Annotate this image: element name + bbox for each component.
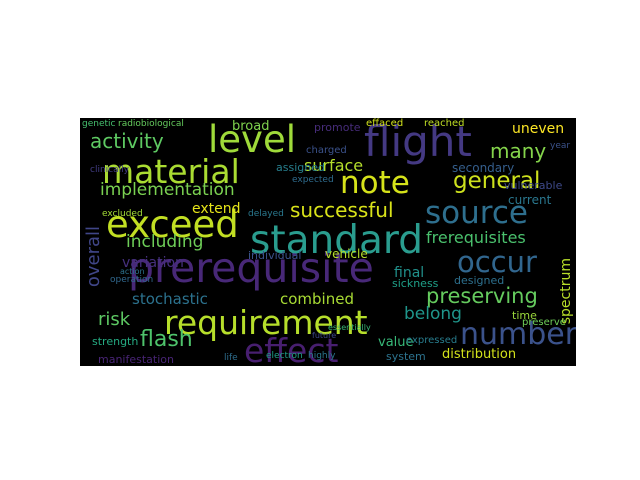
word-assigned: assigned: [276, 161, 325, 174]
word-belong: belong: [404, 304, 462, 324]
word-exceed: exceed: [106, 203, 239, 246]
word-sickness: sickness: [392, 277, 439, 290]
word-implementation: implementation: [100, 180, 235, 200]
word-highly: highly: [308, 351, 336, 361]
word-occur: occur: [457, 245, 537, 279]
word-flight: flight: [364, 118, 472, 166]
word-vehicle: vehicle: [325, 247, 368, 261]
word-frerequisites: frerequisites: [426, 228, 526, 247]
word-source: source: [425, 195, 528, 231]
word-distribution: distribution: [442, 347, 517, 362]
word-strength: strength: [92, 335, 139, 348]
word-surface: surface: [304, 156, 364, 175]
word-preserving: preserving: [426, 284, 538, 308]
word-note: note: [340, 165, 410, 201]
word-successful: successful: [290, 198, 394, 222]
word-material: material: [102, 152, 240, 191]
word-future: future: [312, 331, 337, 340]
word-clinically: clinically: [90, 165, 129, 175]
word-vulnerable: vulnerable: [504, 179, 563, 192]
word-standard: standard: [250, 218, 423, 263]
word-risk: risk: [98, 309, 131, 330]
word-stochastic: stochastic: [132, 290, 208, 308]
word-radiobiological: radiobiological: [118, 119, 184, 129]
word-expected: expected: [292, 175, 334, 185]
word-overall: overall: [83, 226, 104, 288]
word-year: year: [550, 141, 571, 151]
word-excluded: excluded: [102, 209, 143, 219]
word-combined: combined: [280, 290, 354, 308]
word-time: time: [512, 309, 537, 322]
word-activity: activity: [90, 129, 164, 153]
word-promote: promote: [314, 121, 361, 134]
word-reached: reached: [424, 118, 465, 129]
word-spectrum: spectrum: [558, 258, 574, 325]
word-preserve: preserve: [522, 317, 566, 328]
word-extend: extend: [192, 201, 241, 217]
word-operation: operation: [110, 275, 154, 285]
word-expressed: expressed: [406, 335, 458, 346]
word-delayed: delayed: [248, 209, 284, 219]
word-level: level: [208, 118, 296, 161]
word-designed: designed: [454, 274, 505, 287]
word-life: life: [224, 353, 238, 363]
word-variation: variation: [122, 255, 184, 271]
word-secondary: secondary: [452, 161, 515, 175]
word-current: current: [508, 193, 552, 207]
word-prerequisite: prerequisite: [128, 244, 374, 292]
word-action: action: [120, 267, 145, 276]
word-effect: effect: [244, 331, 339, 366]
word-effaced: effaced: [366, 118, 404, 129]
word-system: system: [386, 350, 426, 363]
word-electron: electron: [266, 351, 303, 361]
word-broad: broad: [232, 119, 270, 134]
word-genetic: genetic: [82, 119, 116, 129]
word-individual: individual: [248, 249, 302, 262]
word-essentially: essentially: [328, 323, 371, 332]
word-uneven: uneven: [512, 121, 565, 137]
word-charged: charged: [306, 145, 347, 156]
word-flash: flash: [140, 327, 193, 352]
word-cloud: prerequisite standard requirement exceed…: [80, 118, 576, 366]
word-many: many: [490, 139, 547, 163]
word-final: final: [394, 265, 425, 281]
word-manifestation: manifestation: [98, 353, 174, 366]
word-including: including: [126, 232, 204, 252]
word-general: general: [453, 168, 541, 194]
word-requirement: requirement: [164, 303, 368, 342]
word-value: value: [378, 335, 414, 350]
word-number: number: [460, 317, 576, 352]
